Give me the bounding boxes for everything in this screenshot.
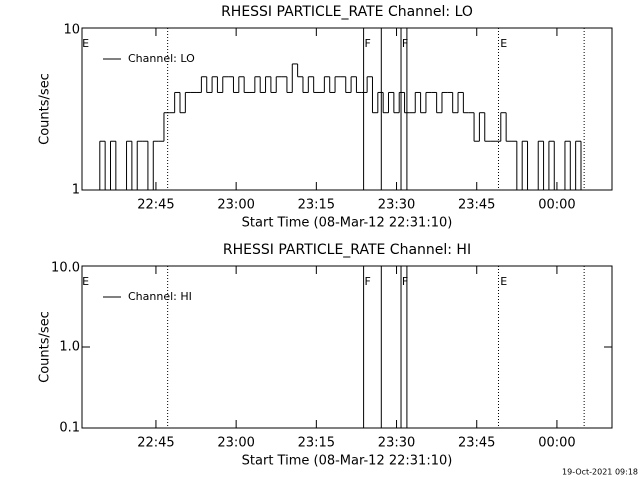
flag-label: F [364,37,370,50]
chart-title: RHESSI PARTICLE_RATE Channel: HI [223,242,471,258]
chart-title: RHESSI PARTICLE_RATE Channel: LO [221,4,473,20]
flag-label: E [500,37,507,50]
y-tick-label: 0.1 [59,421,80,436]
y-axis-title: Counts/sec [38,311,53,383]
x-tick-label: 23:15 [298,198,335,213]
legend-label: Channel: HI [128,290,192,303]
y-tick-label: 1.0 [59,340,80,355]
y-tick-label: 1 [72,183,80,198]
flag-label: F [402,37,408,50]
x-axis-title: Start Time (08-Mar-12 22:31:10) [242,454,453,469]
plot-frame [81,265,613,429]
x-axis-title: Start Time (08-Mar-12 22:31:10) [242,216,453,231]
x-tick-label: 23:30 [378,436,415,451]
x-tick-label: 23:30 [378,198,415,213]
flag-label: F [364,275,370,288]
x-tick-label: 00:00 [538,436,575,451]
x-tick-label: 22:45 [137,436,174,451]
x-tick-label: 22:45 [137,198,174,213]
x-tick-label: 23:45 [458,198,495,213]
x-tick-label: 23:00 [217,198,254,213]
y-tick-label: 10 [63,23,80,38]
x-tick-label: 23:15 [298,436,335,451]
plot-frame [81,27,613,191]
x-tick-label: 00:00 [538,198,575,213]
flag-label: E [82,37,89,50]
footer: 19-Oct-2021 09:18 [562,468,638,477]
flag-label: E [82,275,89,288]
flag-label: E [500,275,507,288]
x-tick-label: 23:00 [217,436,254,451]
y-axis-title: Counts/sec [38,73,53,145]
flag-label: F [402,275,408,288]
x-tick-label: 23:45 [458,436,495,451]
y-tick-label: 10.0 [51,261,80,276]
legend-label: Channel: LO [128,52,195,65]
